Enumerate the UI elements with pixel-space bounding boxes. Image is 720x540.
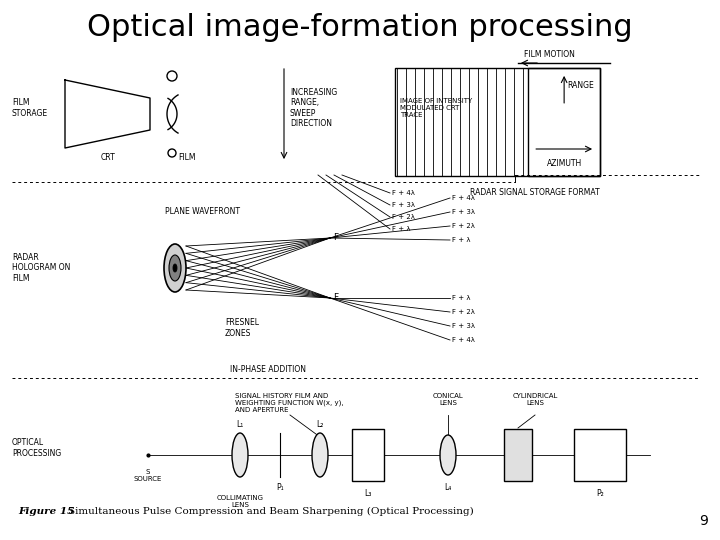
Text: RADAR
HOLOGRAM ON
FILM: RADAR HOLOGRAM ON FILM [12, 253, 71, 283]
Text: CYLINDRICAL
LENS: CYLINDRICAL LENS [513, 393, 558, 406]
Text: F + λ: F + λ [452, 237, 470, 243]
Ellipse shape [312, 433, 328, 477]
Text: P₁: P₁ [276, 483, 284, 492]
Text: FILM: FILM [178, 153, 196, 162]
Text: RANGE: RANGE [567, 82, 594, 91]
Ellipse shape [173, 264, 177, 272]
Bar [395, 68, 600, 176]
Text: F + 4λ: F + 4λ [452, 195, 475, 201]
Text: P₂: P₂ [596, 489, 604, 498]
Text: F + 4λ: F + 4λ [392, 190, 415, 196]
Text: S
SOURCE: S SOURCE [134, 469, 162, 482]
Text: FILM
STORAGE: FILM STORAGE [12, 98, 48, 118]
Ellipse shape [164, 244, 186, 292]
Ellipse shape [232, 433, 248, 477]
Text: IMAGE OF INTENSITY
MODULATED CRT
TRACE: IMAGE OF INTENSITY MODULATED CRT TRACE [400, 98, 472, 118]
Bar [352, 429, 384, 481]
Text: RADAR SIGNAL STORAGE FORMAT: RADAR SIGNAL STORAGE FORMAT [470, 188, 600, 197]
Text: F + 2λ: F + 2λ [452, 309, 475, 315]
Text: FRESNEL
ZONES: FRESNEL ZONES [225, 318, 259, 338]
Ellipse shape [440, 435, 456, 475]
Text: FILM MOTION: FILM MOTION [524, 50, 575, 59]
Text: L₃: L₃ [364, 489, 372, 498]
Text: F + 4λ: F + 4λ [452, 337, 475, 343]
Bar [504, 429, 532, 481]
Polygon shape [65, 80, 150, 148]
Text: F + λ: F + λ [392, 226, 410, 232]
Text: F + 3λ: F + 3λ [452, 209, 475, 215]
Text: F: F [333, 294, 338, 302]
Text: F: F [333, 233, 338, 242]
Text: L₄: L₄ [444, 483, 451, 492]
Text: CRT: CRT [101, 153, 115, 162]
Ellipse shape [169, 255, 181, 281]
Text: Simultaneous Pulse Compression and Beam Sharpening (Optical Processing): Simultaneous Pulse Compression and Beam … [55, 507, 474, 516]
Text: OPTICAL
PROCESSING: OPTICAL PROCESSING [12, 438, 61, 458]
Text: AZIMUTH: AZIMUTH [546, 159, 582, 167]
Bar [528, 68, 600, 176]
Text: Optical image-formation processing: Optical image-formation processing [87, 14, 633, 43]
Text: CONICAL
LENS: CONICAL LENS [433, 393, 464, 406]
Bar [574, 429, 626, 481]
Text: F + 3λ: F + 3λ [392, 202, 415, 208]
Text: 9: 9 [699, 514, 708, 528]
Text: L₂: L₂ [316, 420, 324, 429]
Text: F + 2λ: F + 2λ [452, 223, 475, 229]
Text: INCREASING
RANGE,
SWEEP
DIRECTION: INCREASING RANGE, SWEEP DIRECTION [290, 88, 337, 128]
Text: IN-PHASE ADDITION: IN-PHASE ADDITION [230, 366, 306, 375]
Text: COLLIMATING
LENS: COLLIMATING LENS [217, 495, 264, 508]
Text: SIGNAL HISTORY FILM AND
WEIGHTING FUNCTION W(x, y),
AND APERTURE: SIGNAL HISTORY FILM AND WEIGHTING FUNCTI… [235, 393, 343, 414]
Text: Figure 15: Figure 15 [18, 507, 74, 516]
Text: F + λ: F + λ [452, 295, 470, 301]
Text: F + 2λ: F + 2λ [392, 214, 415, 220]
Text: F + 3λ: F + 3λ [452, 323, 475, 329]
Text: L₁: L₁ [236, 420, 243, 429]
Text: PLANE WAVEFRONT: PLANE WAVEFRONT [165, 207, 240, 217]
